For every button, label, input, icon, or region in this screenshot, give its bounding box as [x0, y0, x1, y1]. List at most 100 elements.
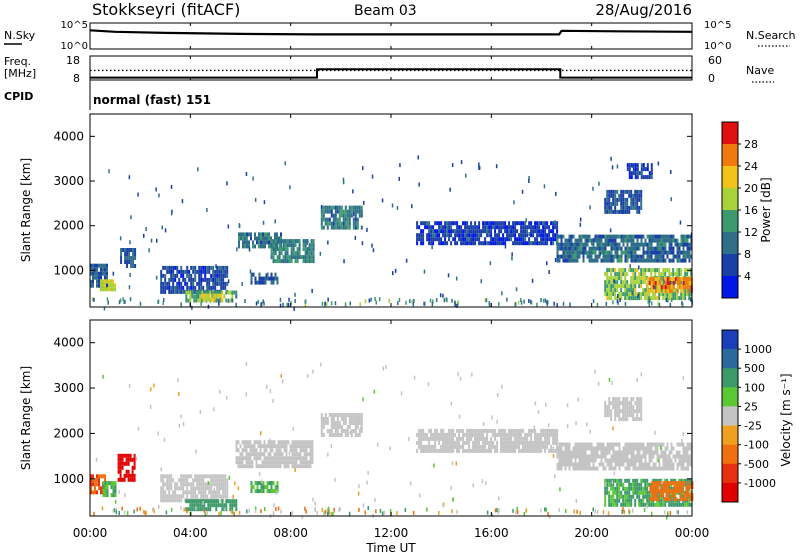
data-cell	[674, 280, 677, 285]
data-cell	[307, 452, 310, 457]
data-cell	[573, 509, 575, 514]
data-cell	[172, 277, 175, 282]
data-cell	[526, 241, 529, 246]
data-cell	[293, 306, 295, 311]
data-cell	[496, 444, 499, 449]
data-cell	[448, 237, 451, 242]
data-cell	[446, 448, 449, 453]
data-cell	[626, 462, 629, 467]
data-cell	[492, 432, 495, 437]
data-cell	[634, 189, 637, 194]
data-cell	[610, 454, 613, 459]
data-cell	[502, 444, 505, 449]
data-cell	[686, 442, 689, 447]
data-cell	[660, 450, 663, 455]
data-cell	[536, 440, 539, 445]
data-cell	[474, 241, 477, 246]
data-cell	[201, 507, 204, 512]
data-cell	[354, 209, 357, 214]
data-cell	[536, 448, 539, 453]
data-cell	[442, 229, 445, 234]
data-cell	[602, 450, 605, 455]
data-cell	[279, 440, 282, 445]
colorbar-segment	[722, 188, 738, 211]
data-cell	[686, 292, 689, 297]
data-cell	[468, 432, 471, 437]
data-cell	[311, 444, 314, 449]
data-cell	[663, 497, 666, 502]
data-cell	[607, 511, 610, 516]
data-cell	[265, 460, 268, 465]
data-cell	[578, 450, 581, 455]
data-cell	[658, 502, 661, 507]
data-cell	[536, 225, 539, 230]
data-cell	[616, 164, 619, 169]
data-cell	[648, 238, 651, 243]
data-cell	[418, 225, 421, 230]
data-cell	[682, 296, 685, 301]
data-cell	[682, 238, 685, 243]
data-cell	[665, 493, 668, 498]
data-cell	[472, 233, 475, 238]
data-cell	[608, 498, 611, 503]
data-cell	[659, 489, 662, 494]
data-cell	[270, 236, 272, 241]
data-cell	[524, 237, 527, 242]
data-cell	[624, 405, 627, 410]
data-cell	[462, 237, 465, 242]
data-cell	[644, 446, 647, 451]
data-cell	[512, 221, 515, 226]
data-cell	[248, 240, 250, 245]
data-cell	[630, 397, 633, 402]
data-cell	[94, 486, 96, 491]
data-cell	[293, 460, 296, 465]
data-cell	[484, 237, 487, 242]
data-cell	[632, 171, 635, 176]
colorbar-tick-label: 500	[744, 362, 765, 375]
data-cell	[466, 440, 469, 445]
data-cell	[314, 501, 316, 506]
data-cell	[288, 255, 291, 260]
data-cell	[312, 243, 315, 248]
data-cell	[608, 201, 611, 206]
data-cell	[474, 432, 477, 437]
data-cell	[520, 225, 523, 230]
data-cell	[448, 221, 451, 226]
data-cell	[458, 448, 461, 453]
data-cell	[126, 264, 129, 268]
data-cell	[620, 272, 623, 277]
data-cell	[346, 221, 349, 226]
data-cell	[304, 243, 307, 248]
data-cell	[614, 242, 617, 247]
data-cell	[612, 454, 615, 459]
data-cell	[398, 297, 401, 302]
data-cell	[360, 413, 363, 417]
data-cell	[518, 221, 521, 226]
data-cell	[648, 297, 650, 302]
data-cell	[168, 277, 171, 282]
data-cell	[654, 478, 657, 483]
data-cell	[245, 361, 248, 366]
data-cell	[660, 280, 663, 285]
data-cell	[201, 290, 204, 295]
data-cell	[287, 456, 290, 461]
data-cell	[289, 448, 292, 453]
data-cell	[174, 289, 177, 294]
data-cell	[552, 436, 555, 441]
data-cell	[126, 252, 129, 256]
data-cell	[591, 241, 593, 246]
data-cell	[610, 288, 613, 293]
data-cell	[626, 288, 629, 293]
data-cell	[225, 290, 228, 295]
data-cell	[125, 469, 128, 474]
data-cell	[496, 225, 499, 230]
data-cell	[233, 499, 236, 504]
data-cell	[610, 442, 613, 447]
data-cell	[612, 458, 615, 463]
colorbar-segment	[722, 444, 738, 465]
data-cell	[668, 268, 671, 273]
data-cell	[348, 413, 351, 417]
data-cell	[224, 478, 227, 483]
data-cell	[494, 436, 497, 441]
